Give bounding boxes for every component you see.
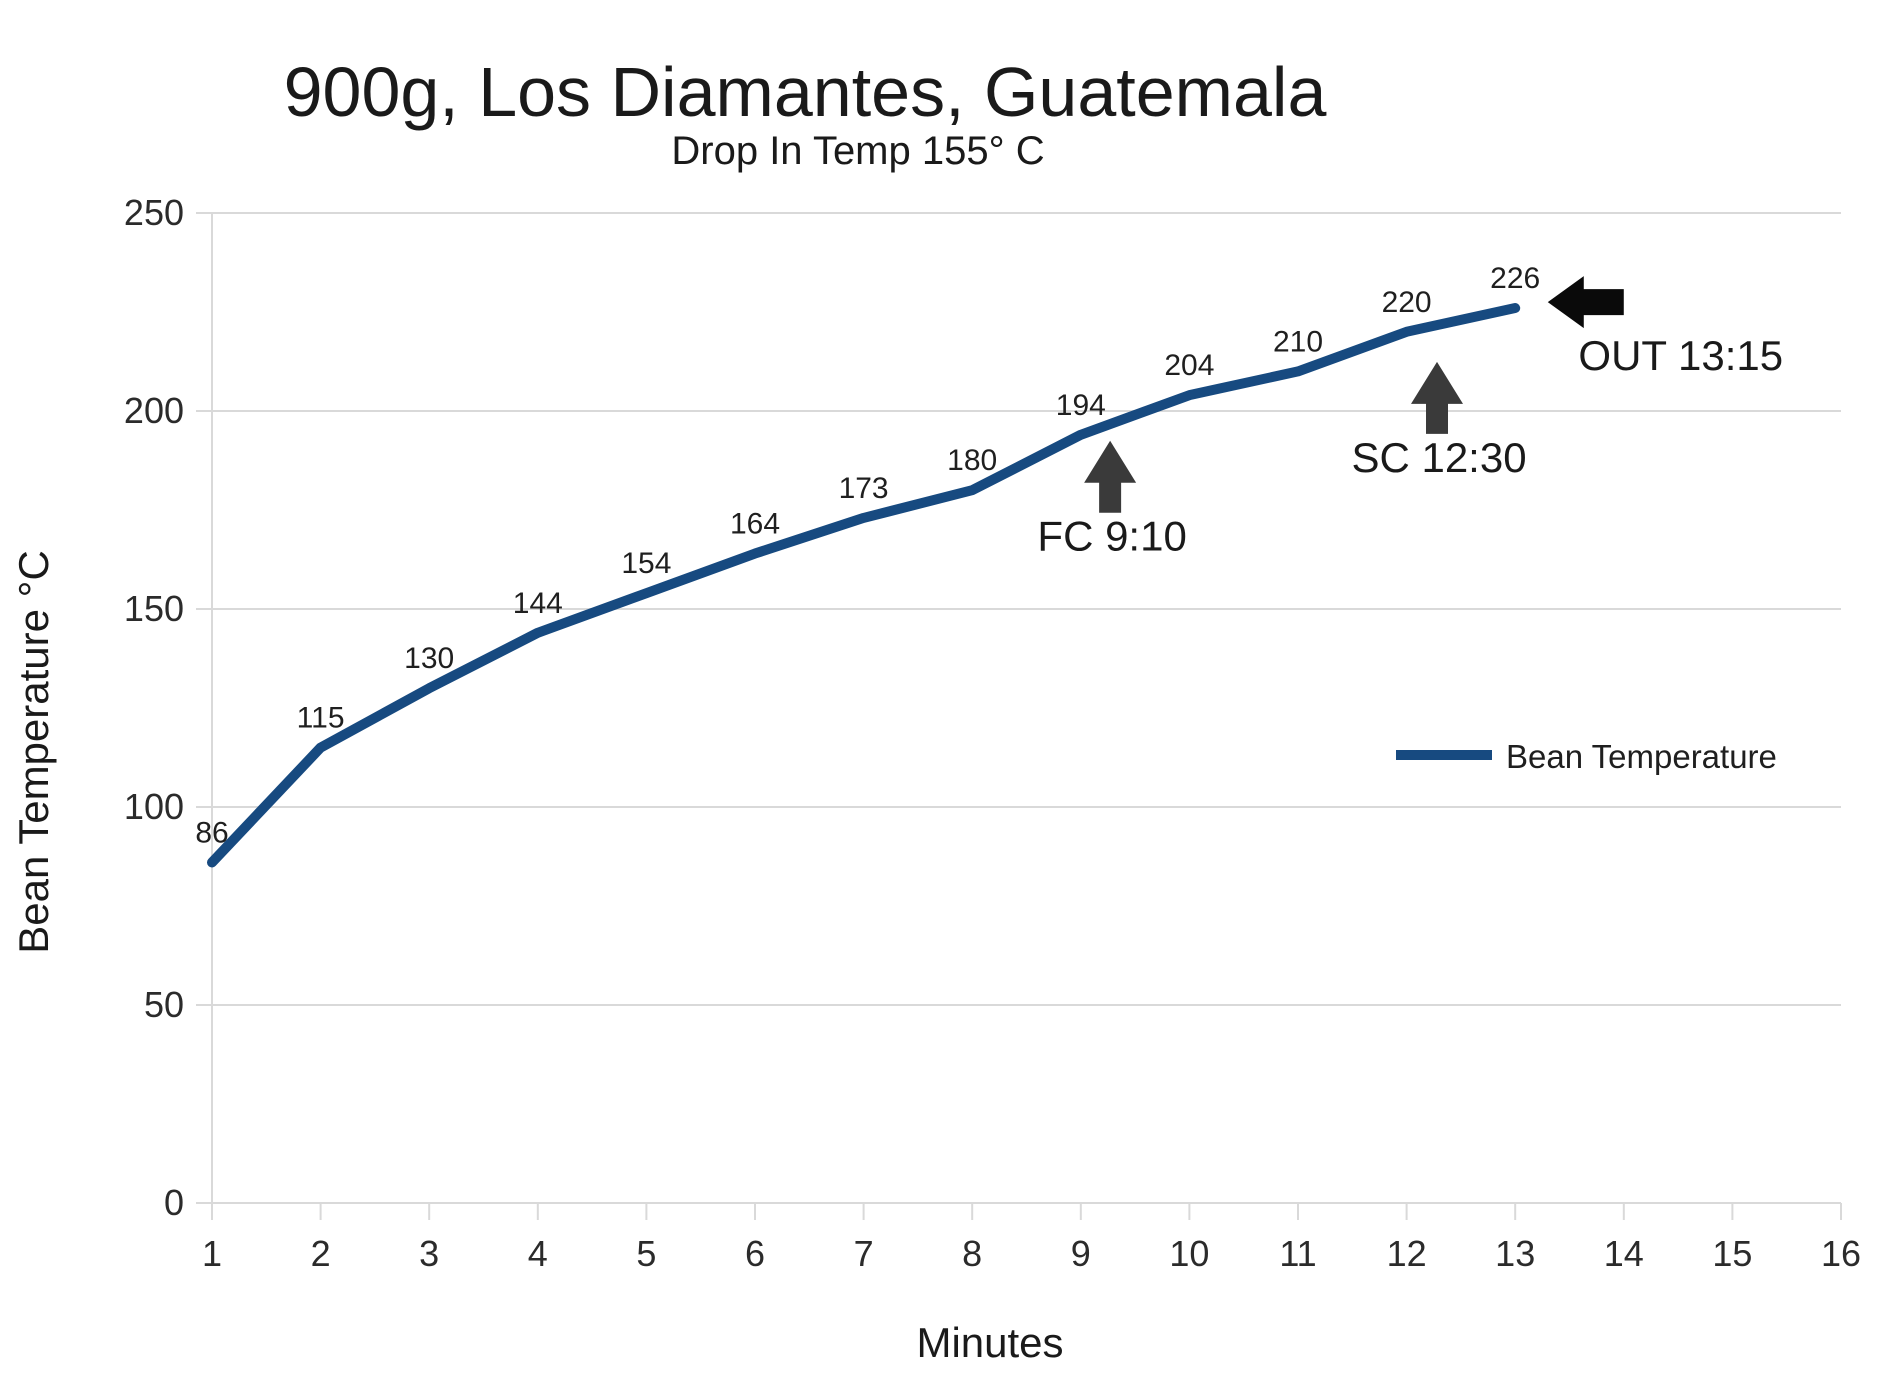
x-tick-label-15: 15	[1712, 1233, 1752, 1274]
y-tick-label-100: 100	[124, 786, 184, 827]
chart-title: 900g, Los Diamantes, Guatemala	[284, 53, 1327, 131]
legend: Bean Temperature	[1396, 738, 1777, 775]
annotation-label: FC 9:10	[1037, 513, 1186, 560]
data-label-minute-6: 164	[730, 508, 780, 541]
x-tick-label-6: 6	[745, 1233, 765, 1274]
data-label-minute-9: 194	[1056, 389, 1106, 422]
x-tick-label-4: 4	[528, 1233, 548, 1274]
y-tick-label-250: 250	[124, 192, 184, 233]
data-label-minute-3: 130	[404, 642, 454, 675]
x-tick-label-14: 14	[1604, 1233, 1644, 1274]
data-label-minute-12: 220	[1382, 286, 1432, 319]
legend-label: Bean Temperature	[1506, 738, 1777, 775]
data-label-minute-7: 173	[839, 472, 889, 505]
annotation-label: SC 12:30	[1351, 434, 1526, 481]
left-arrow-icon	[1547, 276, 1624, 329]
x-tick-label-12: 12	[1387, 1233, 1427, 1274]
x-axis-ticks-group: 1 2 3 4 5 6 7 8 9 10 11 12 13 14 15 16	[202, 1203, 1861, 1274]
y-axis-title: Bean Temperature °C	[10, 550, 57, 954]
chart-subtitle: Drop In Temp 155° C	[671, 129, 1044, 173]
x-tick-label-9: 9	[1071, 1233, 1091, 1274]
data-label-minute-4: 144	[513, 587, 563, 620]
annotation-drop-out: OUT 13:15	[1547, 276, 1783, 379]
annotation-first-crack: FC 9:10	[1037, 440, 1187, 560]
annotation-second-crack: SC 12:30	[1351, 361, 1527, 481]
y-axis-ticks-group: 0 50 100 150 200 250	[124, 192, 184, 1223]
up-arrow-icon	[1411, 361, 1464, 434]
x-tick-label-13: 13	[1495, 1233, 1535, 1274]
annotation-label: OUT 13:15	[1578, 332, 1783, 379]
y-tick-label-150: 150	[124, 588, 184, 629]
data-label-minute-5: 154	[621, 547, 671, 580]
data-label-minute-2: 115	[297, 702, 345, 735]
x-tick-label-5: 5	[636, 1233, 656, 1274]
y-tick-label-0: 0	[164, 1182, 184, 1223]
x-tick-label-2: 2	[311, 1233, 331, 1274]
x-tick-label-8: 8	[962, 1233, 982, 1274]
x-tick-label-10: 10	[1169, 1233, 1209, 1274]
x-axis-title: Minutes	[916, 1319, 1063, 1366]
data-label-minute-13: 226	[1490, 262, 1540, 295]
up-arrow-icon	[1084, 440, 1137, 513]
bean-temperature-line	[207, 303, 1521, 868]
x-tick-label-7: 7	[854, 1233, 874, 1274]
x-tick-label-1: 1	[202, 1233, 222, 1274]
x-tick-label-11: 11	[1279, 1233, 1316, 1274]
x-tick-label-16: 16	[1821, 1233, 1861, 1274]
data-label-minute-1: 86	[195, 816, 228, 849]
bean-temperature-series-group: 86 115 130 144 154 164 173 180 194 204 210 220 226	[195, 262, 1540, 868]
data-label-minute-11: 210	[1273, 325, 1323, 358]
x-tick-label-3: 3	[419, 1233, 439, 1274]
data-label-minute-10: 204	[1164, 349, 1214, 382]
y-tick-label-200: 200	[124, 390, 184, 431]
data-label-minute-8: 180	[947, 444, 997, 477]
y-tick-label-50: 50	[144, 984, 184, 1025]
gridlines-group	[196, 212, 1841, 1204]
